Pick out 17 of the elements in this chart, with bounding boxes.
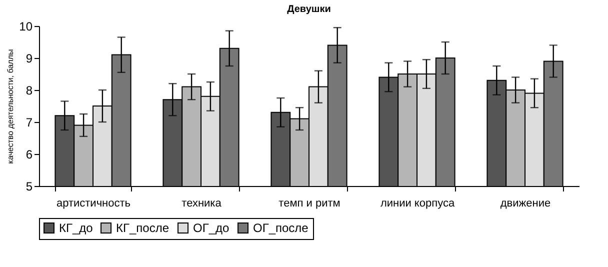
x-tick-label: артистичность bbox=[56, 198, 131, 210]
y-tick-label: 10 bbox=[19, 20, 33, 34]
legend-label: ОГ_после bbox=[253, 221, 309, 235]
x-tick-label: темп и ритм bbox=[278, 198, 340, 210]
y-tick-label: 5 bbox=[26, 180, 33, 194]
y-tick-label: 6 bbox=[26, 148, 33, 162]
y-tick-label: 8 bbox=[26, 84, 33, 98]
x-tick-label: движение bbox=[500, 198, 551, 210]
legend-label: КГ_после bbox=[116, 221, 170, 235]
legend-label: КГ_до bbox=[59, 221, 94, 235]
y-axis-title: качество деятельности, баллы bbox=[6, 49, 16, 164]
chart-title: Девушки bbox=[287, 4, 331, 15]
x-tick-label: техника bbox=[182, 198, 222, 210]
legend-label: ОГ_до bbox=[193, 221, 230, 235]
y-tick-label: 9 bbox=[26, 52, 33, 66]
x-tick-label: линии корпуса bbox=[380, 198, 456, 210]
y-tick-label: 7 bbox=[26, 116, 33, 130]
